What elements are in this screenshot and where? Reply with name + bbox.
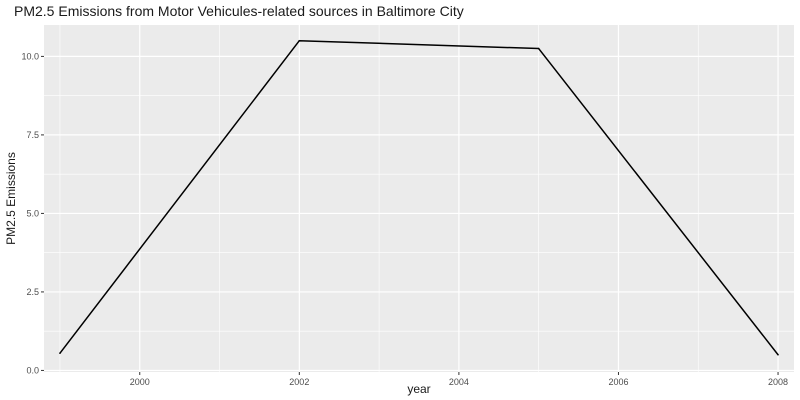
- x-tick-label: 2006: [608, 377, 628, 387]
- x-tick-label: 2002: [289, 377, 309, 387]
- data-point: [59, 352, 61, 354]
- y-axis-label: PM2.5 Emissions: [4, 152, 18, 245]
- x-tick-label: 2004: [449, 377, 469, 387]
- series-line: [59, 39, 779, 356]
- y-tick-label: 2.5: [26, 287, 39, 297]
- plot-panel: [44, 25, 794, 372]
- y-tick-label: 5.0: [26, 208, 39, 218]
- y-tick-label: 0.0: [26, 365, 39, 375]
- axes-layer: 2000 2002 2004 2006 2008 0.0 2.5 5.0 7.5 10.0: [21, 51, 788, 387]
- x-tick-label: 2008: [768, 377, 788, 387]
- x-tick-label: 2000: [130, 377, 150, 387]
- series-layer: [59, 39, 779, 356]
- minor-gridlines: [44, 25, 794, 372]
- y-tick-label: 10.0: [21, 51, 39, 61]
- data-point: [298, 39, 301, 42]
- data-point: [537, 47, 540, 50]
- major-gridlines: [44, 25, 794, 372]
- y-tick-label: 7.5: [26, 130, 39, 140]
- x-axis-label: year: [407, 382, 430, 396]
- chart-title: PM2.5 Emissions from Motor Vehicules-rel…: [14, 3, 464, 19]
- data-point: [777, 353, 779, 356]
